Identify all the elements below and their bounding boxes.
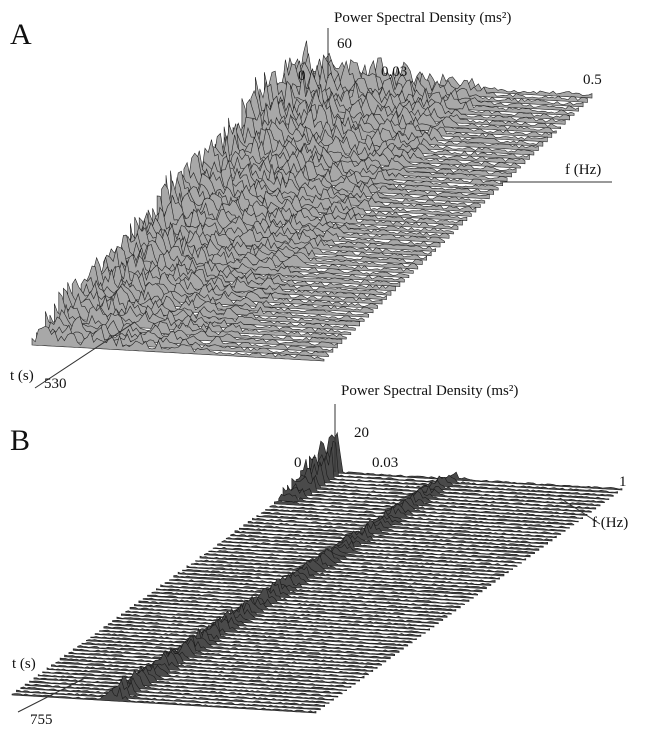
surface-strip — [212, 546, 518, 567]
surface-strip — [278, 493, 584, 520]
surface-strip — [190, 559, 496, 583]
panel-label: B — [10, 424, 30, 457]
surface-strip — [186, 562, 492, 586]
surface-strip — [199, 553, 505, 577]
surface-strip — [208, 548, 514, 570]
z-axis-title: Power Spectral Density (ms²) — [334, 10, 511, 26]
f-tick: 0.5 — [583, 72, 602, 88]
f-tick: 0.03 — [381, 64, 407, 80]
t-axis-label: t (s) — [10, 368, 34, 384]
surface-strip — [256, 514, 562, 535]
surface-strip — [156, 582, 461, 609]
surface-strip — [195, 554, 500, 580]
surface-strip — [204, 548, 509, 574]
t-tick: 755 — [30, 712, 53, 728]
surface-strip — [230, 533, 535, 555]
surface-b — [11, 431, 623, 714]
surface-strip — [225, 534, 531, 558]
surface-strip — [11, 686, 317, 714]
surface-strip — [260, 509, 566, 532]
surface-strip — [217, 543, 522, 564]
surface-strip — [247, 520, 553, 542]
surface-strip — [269, 503, 575, 526]
f-axis — [559, 497, 601, 525]
f-axis-label: f (Hz) — [592, 515, 628, 531]
t-axis — [17, 677, 86, 713]
surface-strip — [221, 539, 527, 561]
f-tick: 0.03 — [372, 455, 398, 471]
surface-strip — [295, 467, 601, 507]
surface-strip — [252, 516, 557, 539]
z-axis-title: Power Spectral Density (ms²) — [341, 383, 518, 399]
surface-strip — [291, 476, 597, 510]
t-axis — [34, 321, 136, 389]
surface-strip — [265, 505, 570, 529]
z-tick: 20 — [354, 425, 369, 441]
surface-strip — [273, 499, 579, 523]
f-tick: 1 — [619, 474, 627, 490]
f-tick: 0 — [298, 68, 306, 84]
t-axis-label: t (s) — [12, 656, 36, 672]
surface-strip — [182, 566, 487, 590]
surface-a — [31, 40, 593, 362]
surface-strip — [243, 521, 549, 545]
surface-strip — [317, 431, 623, 491]
surface-strip — [304, 457, 610, 500]
surface-strip — [239, 522, 544, 548]
f-tick: 0 — [294, 455, 302, 471]
surface-strip — [234, 529, 540, 551]
surface-strip — [300, 459, 605, 504]
surface-strip — [308, 446, 614, 497]
t-tick: 530 — [44, 376, 67, 392]
surface-strip — [313, 440, 618, 494]
surface-strip — [287, 483, 592, 513]
panel-label: A — [10, 18, 32, 51]
z-tick: 60 — [337, 36, 352, 52]
surface-strip — [31, 326, 325, 362]
surface-strip — [49, 304, 343, 344]
f-axis-label: f (Hz) — [565, 162, 601, 178]
